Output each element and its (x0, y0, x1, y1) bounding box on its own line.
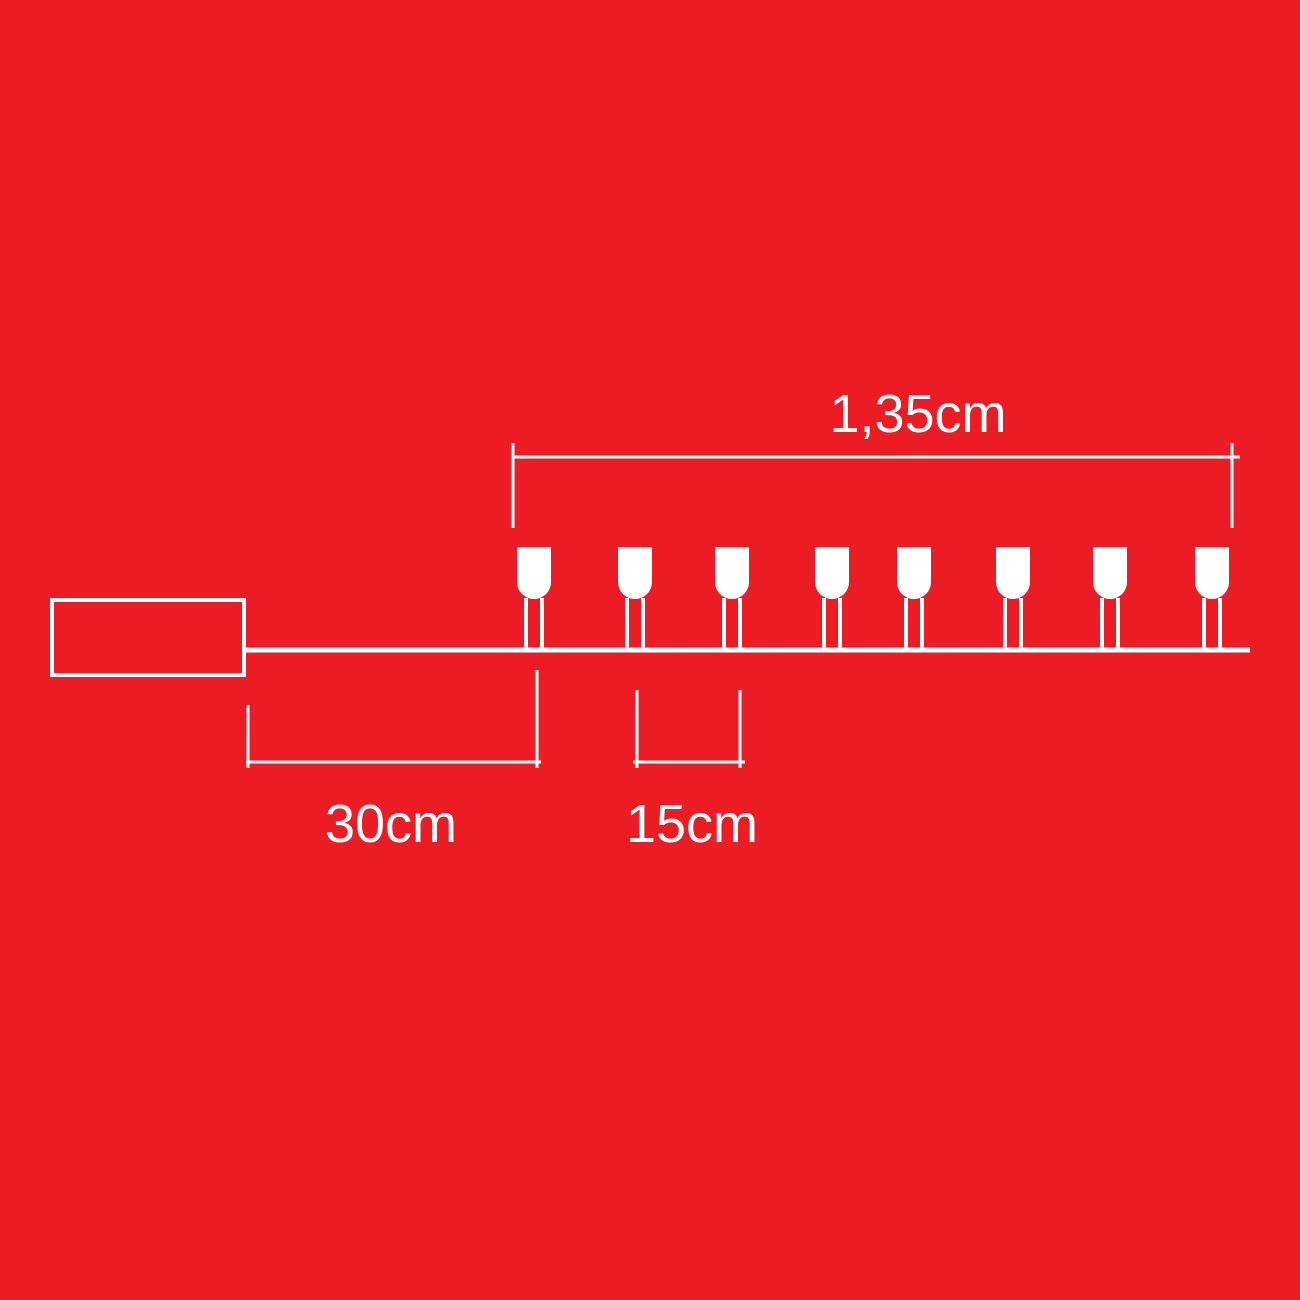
lead-length-dimension (246, 670, 541, 768)
lead-length-label: 30cm (324, 794, 458, 854)
bulb-icon (517, 547, 551, 650)
bulb-row (517, 547, 1229, 650)
bulb-icon (618, 547, 652, 650)
battery-box (50, 598, 246, 677)
bulb-icon (715, 547, 749, 650)
bulb-icon (1195, 547, 1229, 650)
spacing-label: 15cm (625, 794, 759, 854)
spacing-dimension (633, 690, 745, 768)
total-length-label: 1,35cm (829, 384, 1007, 444)
bulb-icon (1093, 547, 1127, 650)
bulb-icon (897, 547, 931, 650)
bulb-icon (815, 547, 849, 650)
total-length-dimension (511, 443, 1240, 528)
bulb-icon (996, 547, 1030, 650)
